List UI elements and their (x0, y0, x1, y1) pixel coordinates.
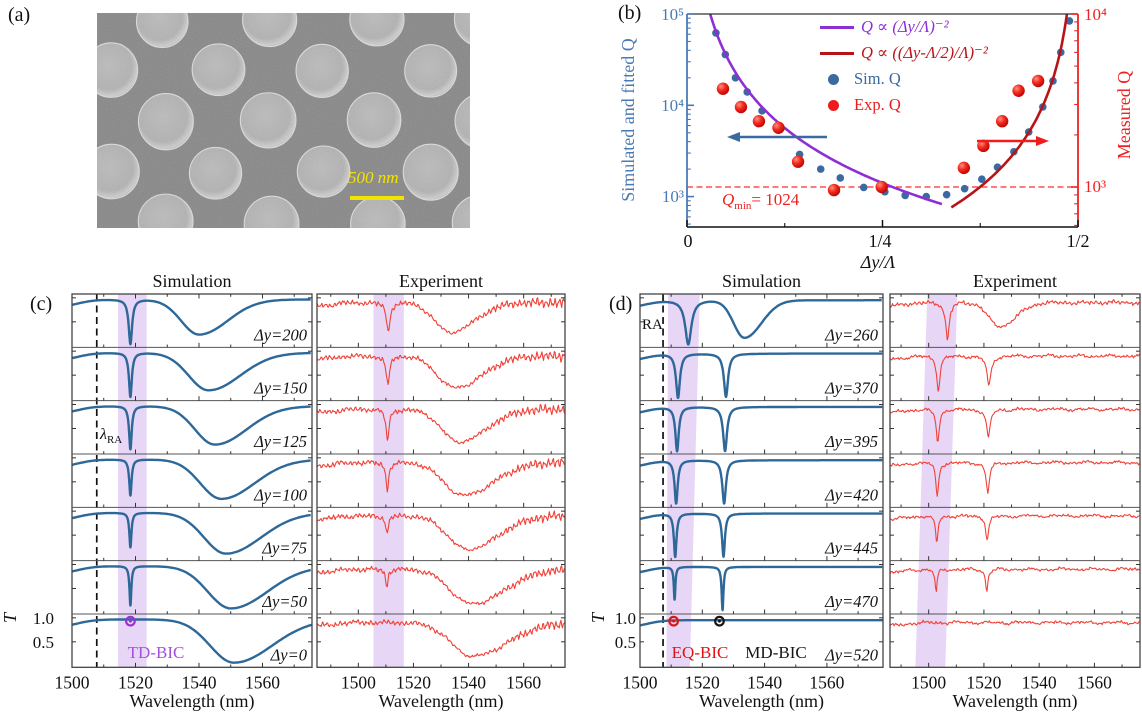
q-factor-plot (686, 13, 1079, 228)
wavelength-tick: 1520 (685, 672, 720, 692)
panel-c-label: (c) (30, 293, 53, 315)
d-sim-title: Simulation (721, 271, 801, 291)
wavelength-tick: 1500 (623, 672, 658, 692)
legend-label: Q ∝ (Δy/Λ)⁻² (861, 17, 949, 36)
dy-row-label: Δy=445 (824, 539, 878, 558)
wavelength-tick: 1560 (809, 672, 844, 692)
dy-row-label: Δy=75 (261, 539, 307, 558)
b-ytick-1e4: 10⁴ (661, 96, 684, 115)
b-xtick-0: 0 (683, 231, 693, 251)
wavelength-tick: 1560 (1077, 672, 1112, 692)
panel-d-label: (d) (609, 293, 633, 315)
c-ytick-05: 0.5 (32, 633, 54, 652)
dy-row-label: Δy=100 (253, 485, 308, 504)
b-ytick-r-1e4: 10⁴ (1084, 5, 1107, 24)
legend-item: Q ∝ (Δy/Λ)⁻² (820, 14, 988, 40)
panel-b-label: (b) (618, 2, 642, 24)
wavelength-tick: 1540 (181, 672, 216, 692)
wavelength-tick: 1500 (911, 672, 946, 692)
dy-row-label: Δy=260 (824, 325, 879, 344)
b-ytick-1e3: 10³ (661, 187, 684, 206)
b-ytick-1e5: 10⁵ (661, 5, 684, 24)
wavelength-tick: 1560 (245, 672, 280, 692)
legend-line-swatch (820, 51, 854, 55)
c-yaxis-label: T (0, 613, 20, 624)
eq-bic-label: EQ-BIC (671, 643, 729, 662)
td-bic-label: TD-BIC (127, 643, 185, 662)
qmin-sub: min (734, 200, 752, 212)
legend-item: Q ∝ ((Δy-Λ/2)/Λ)⁻² (820, 40, 988, 66)
md-bic-label: MD-BIC (745, 643, 807, 662)
b-xtick-half: 1/2 (1066, 231, 1090, 251)
panel-a-label: (a) (8, 4, 31, 26)
d-exp-title: Experiment (973, 271, 1057, 291)
c-sim-title: Simulation (152, 271, 232, 291)
c-exp-xlabel: Wavelength (nm) (378, 691, 504, 711)
dy-row-label: Δy=200 (253, 325, 308, 344)
dy-row-label: Δy=395 (824, 432, 878, 451)
legend-dot-swatch (828, 73, 839, 85)
spectra-plots: 1500 1520 1540 1560 Δy=200 Δy=150 Δy=125 Δy=100… (55, 293, 1141, 692)
d-exp-xlabel: Wavelength (nm) (952, 691, 1078, 711)
dy-row-label: Δy=420 (824, 485, 879, 504)
wavelength-tick: 1520 (966, 672, 1001, 692)
dy-row-label: Δy=50 (261, 592, 307, 611)
qmin-eq: = 1024 (751, 190, 800, 209)
b-xtick-quarter: 1/4 (868, 231, 892, 251)
wavelength-tick: 1520 (118, 672, 153, 692)
sem-image (97, 13, 470, 228)
dy-row-label: Δy=520 (824, 645, 879, 664)
wavelength-tick: 1500 (341, 672, 376, 692)
qmin-q: Q (722, 190, 735, 209)
b-qmin-annotation: Qmin= 1024 (722, 190, 799, 212)
b-right-axis-label: Measured Q (1114, 70, 1134, 160)
dy-row-label: Δy=125 (253, 432, 307, 451)
legend-line-swatch (820, 25, 854, 29)
legend-label: Sim. Q (854, 69, 901, 88)
legend-dot-swatch (828, 99, 839, 111)
legend-item: Exp. Q (820, 92, 988, 118)
scale-bar (350, 196, 404, 200)
d-ytick-05: 0.5 (614, 633, 636, 652)
wavelength-tick: 1540 (451, 672, 486, 692)
d-yaxis-label: T (588, 613, 608, 624)
wavelength-tick: 1540 (1022, 672, 1057, 692)
c-sim-xlabel: Wavelength (nm) (129, 691, 255, 711)
b-xaxis-label: Δy/Λ (860, 252, 896, 272)
wavelength-tick: 1500 (55, 672, 90, 692)
legend-label: Exp. Q (854, 95, 901, 114)
dy-row-label: Δy=470 (824, 592, 879, 611)
wavelength-tick: 1540 (747, 672, 782, 692)
b-ytick-r-1e3: 10³ (1084, 177, 1107, 196)
dy-row-label: Δy=150 (253, 379, 308, 398)
d-ytick-1: 1.0 (614, 609, 636, 628)
c-exp-title: Experiment (399, 271, 483, 291)
c-ra-annotation: λRA (100, 426, 122, 446)
wavelength-tick: 1560 (506, 672, 541, 692)
ra-sub: RA (106, 434, 123, 446)
ra-lambda: λ (100, 426, 107, 443)
dy-row-label: Δy=0 (270, 645, 308, 664)
b-legend: Q ∝ (Δy/Λ)⁻² Q ∝ ((Δy-Λ/2)/Λ)⁻² Sim. Q Exp.… (820, 14, 988, 118)
scale-bar-label: 500 nm (348, 168, 399, 187)
wavelength-tick: 1520 (396, 672, 431, 692)
legend-item: Sim. Q (820, 66, 988, 92)
c-ytick-1: 1.0 (32, 609, 54, 628)
d-ra-annotation: RA (642, 317, 663, 333)
b-left-axis-label: Simulated and fitted Q (618, 38, 638, 202)
legend-label: Q ∝ ((Δy-Λ/2)/Λ)⁻² (861, 43, 988, 62)
d-sim-xlabel: Wavelength (nm) (698, 691, 824, 711)
dy-row-label: Δy=370 (824, 379, 879, 398)
